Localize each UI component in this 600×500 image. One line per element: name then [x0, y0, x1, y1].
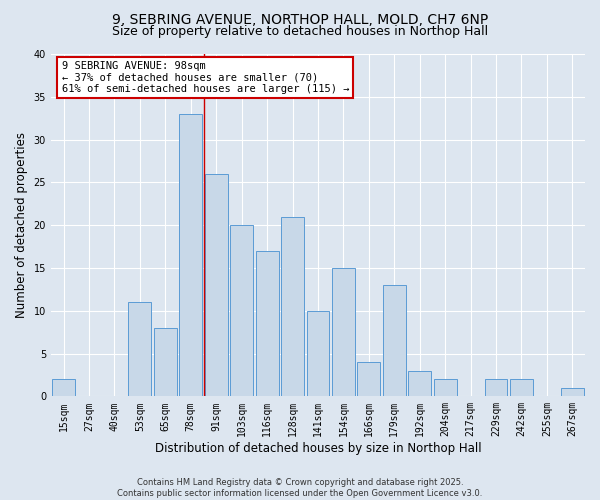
Y-axis label: Number of detached properties: Number of detached properties	[15, 132, 28, 318]
X-axis label: Distribution of detached houses by size in Northop Hall: Distribution of detached houses by size …	[155, 442, 481, 455]
Bar	[154, 328, 177, 396]
Bar	[281, 216, 304, 396]
Text: 9, SEBRING AVENUE, NORTHOP HALL, MOLD, CH7 6NP: 9, SEBRING AVENUE, NORTHOP HALL, MOLD, C…	[112, 12, 488, 26]
Text: Size of property relative to detached houses in Northop Hall: Size of property relative to detached ho…	[112, 25, 488, 38]
Text: Contains HM Land Registry data © Crown copyright and database right 2025.
Contai: Contains HM Land Registry data © Crown c…	[118, 478, 482, 498]
Bar	[383, 285, 406, 397]
Bar	[358, 362, 380, 396]
Bar	[52, 379, 75, 396]
Bar	[332, 268, 355, 396]
Bar	[510, 379, 533, 396]
Bar	[230, 225, 253, 396]
Text: 9 SEBRING AVENUE: 98sqm
← 37% of detached houses are smaller (70)
61% of semi-de: 9 SEBRING AVENUE: 98sqm ← 37% of detache…	[62, 61, 349, 94]
Bar	[179, 114, 202, 397]
Bar	[434, 379, 457, 396]
Bar	[561, 388, 584, 396]
Bar	[205, 174, 227, 396]
Bar	[128, 302, 151, 396]
Bar	[256, 251, 278, 396]
Bar	[307, 310, 329, 396]
Bar	[408, 370, 431, 396]
Bar	[485, 379, 508, 396]
